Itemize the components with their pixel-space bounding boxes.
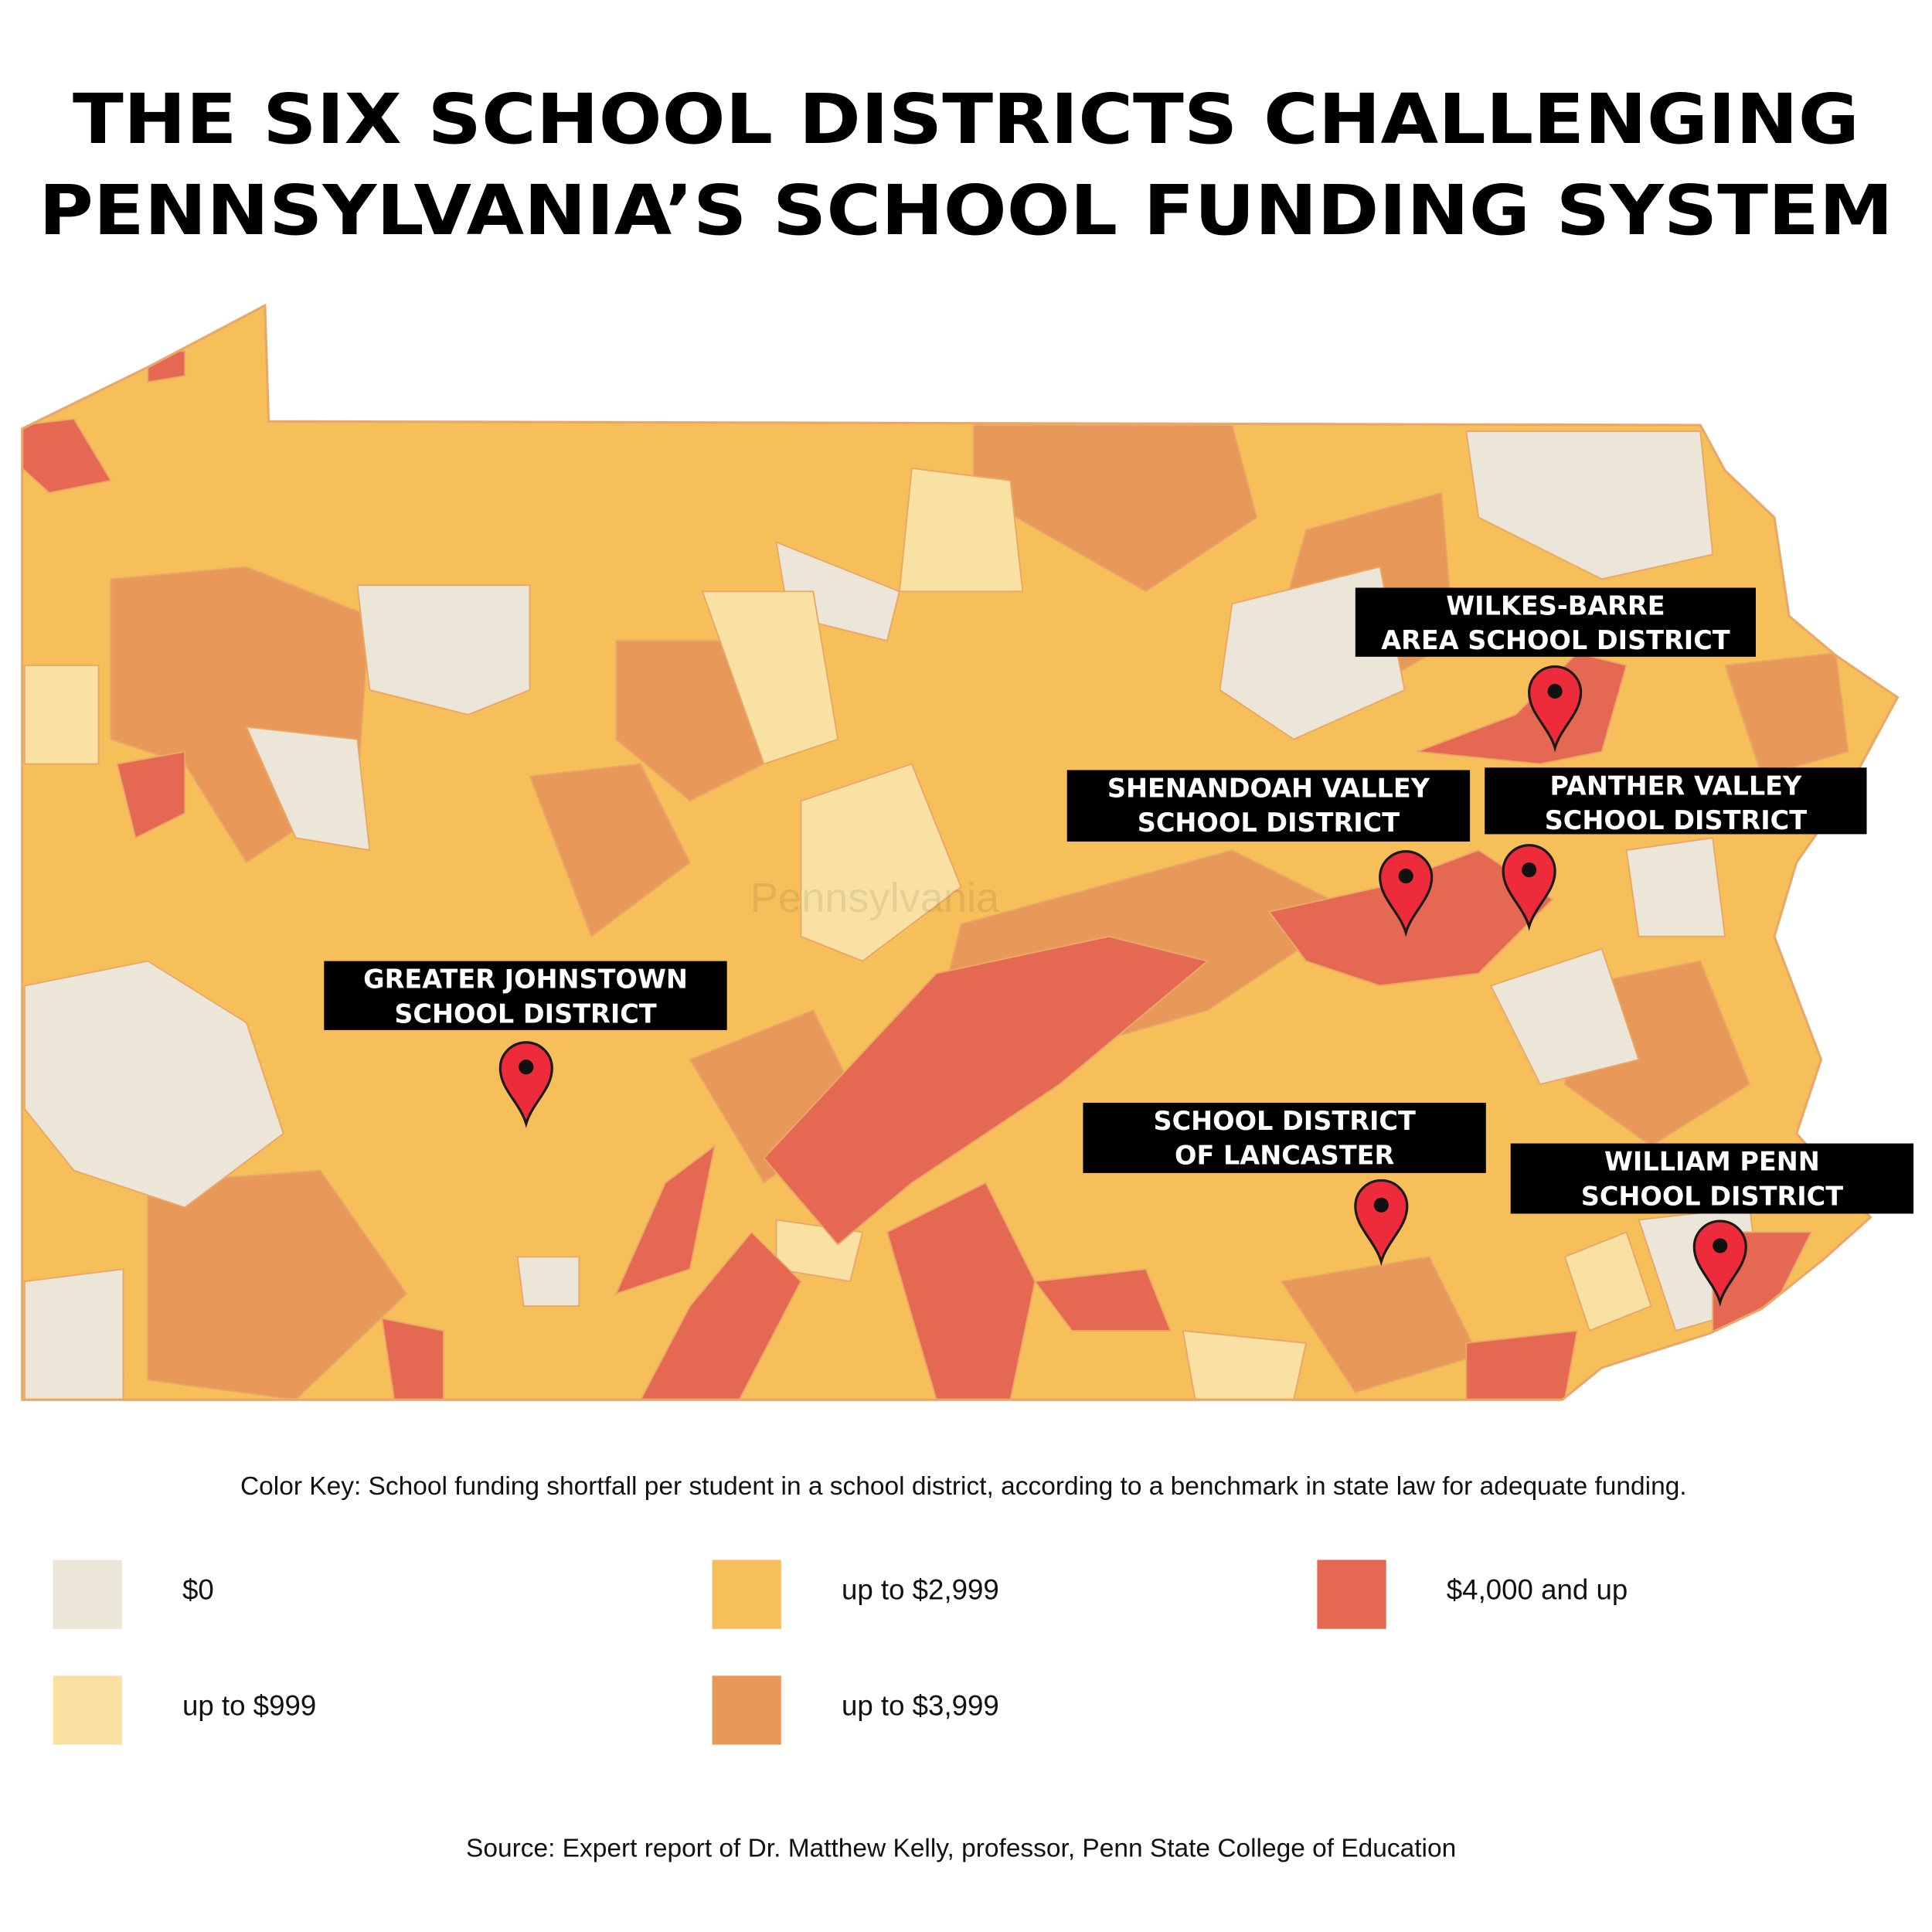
legend-label: up to $2,999: [842, 1574, 999, 1606]
district-label: SCHOOL DISTRICT: [1545, 805, 1808, 835]
source: Source: Expert report of Dr. Matthew Kel…: [466, 1835, 1456, 1863]
district-marker: PANTHER VALLEY SCHOOL DISTRICT: [1485, 767, 1867, 931]
label-box: [324, 961, 727, 1030]
legend-swatch: [712, 1560, 781, 1629]
legend-label: up to $999: [182, 1689, 316, 1721]
district-label: OF LANCASTER: [1175, 1141, 1394, 1171]
map-pin: [498, 1041, 553, 1128]
pin-body: [1354, 1179, 1409, 1267]
legend-swatch: [712, 1675, 781, 1745]
title-line: PENNSYLVANIA’S SCHOOL FUNDING SYSTEM: [39, 171, 1893, 251]
district-label: AREA SCHOOL DISTRICT: [1381, 625, 1730, 655]
legend-swatch: [1317, 1560, 1386, 1629]
district-label: WILLIAM PENN: [1604, 1147, 1820, 1177]
pin-dot: [1398, 869, 1413, 884]
label-box: [1510, 1143, 1914, 1214]
label-box: [1355, 587, 1757, 657]
map-pin: [1692, 1219, 1747, 1307]
legend-caption: Color Key: School funding shortfall per …: [240, 1472, 1687, 1501]
label-box: [1066, 770, 1471, 842]
district-label: PANTHER VALLEY: [1549, 770, 1802, 801]
label-box: [1083, 1102, 1486, 1173]
title-line: THE SIX SCHOOL DISTRICTS CHALLENGING: [73, 80, 1859, 160]
pin-body: [1692, 1219, 1747, 1307]
legend-label: up to $3,999: [842, 1689, 999, 1721]
pin-dot: [1547, 683, 1563, 699]
district-marker: SHENANDOAH VALLEY SCHOOL DISTRICT: [1066, 770, 1471, 937]
pin-body: [1379, 850, 1434, 937]
label-box: [1485, 767, 1867, 835]
pin-body: [1528, 665, 1583, 753]
map: Pennsylvania WILKES-BARRE AREA SCHOOL DIS…: [21, 304, 1914, 1401]
district-label: GREATER JOHNSTOWN: [363, 964, 688, 995]
pin-dot: [1522, 862, 1537, 878]
district-marker: SCHOOL DISTRICT OF LANCASTER: [1083, 1102, 1486, 1267]
district-label: SCHOOL DISTRICT: [394, 998, 657, 1029]
map-pin: [1502, 844, 1556, 931]
legend-swatch: [53, 1675, 122, 1745]
pin-body: [498, 1041, 553, 1128]
legend-swatch: [53, 1560, 122, 1629]
legend-label: $4,000 and up: [1447, 1574, 1628, 1606]
map-pin: [1528, 665, 1583, 753]
map-pin: [1354, 1179, 1409, 1267]
district-label: WILKES-BARRE: [1446, 591, 1665, 621]
district-label: SCHOOL DISTRICT: [1153, 1106, 1416, 1136]
pin-dot: [1373, 1197, 1389, 1213]
district-marker: WILLIAM PENN SCHOOL DISTRICT: [1510, 1143, 1914, 1307]
district-label: SCHOOL DISTRICT: [1138, 808, 1400, 838]
legend: $0 up to $999 up to $2,999 up to $3,999 $4,0…: [53, 1560, 1628, 1745]
pin-body: [1502, 844, 1556, 931]
legend-label: $0: [182, 1574, 214, 1606]
map-pin: [1379, 850, 1434, 937]
pin-dot: [519, 1060, 534, 1075]
district-label: SCHOOL DISTRICT: [1581, 1181, 1844, 1211]
pin-dot: [1713, 1238, 1728, 1253]
district-marker: WILKES-BARRE AREA SCHOOL DISTRICT: [1355, 587, 1757, 753]
map-watermark: Pennsylvania: [750, 875, 1000, 921]
district-label: SHENANDOAH VALLEY: [1107, 774, 1430, 804]
